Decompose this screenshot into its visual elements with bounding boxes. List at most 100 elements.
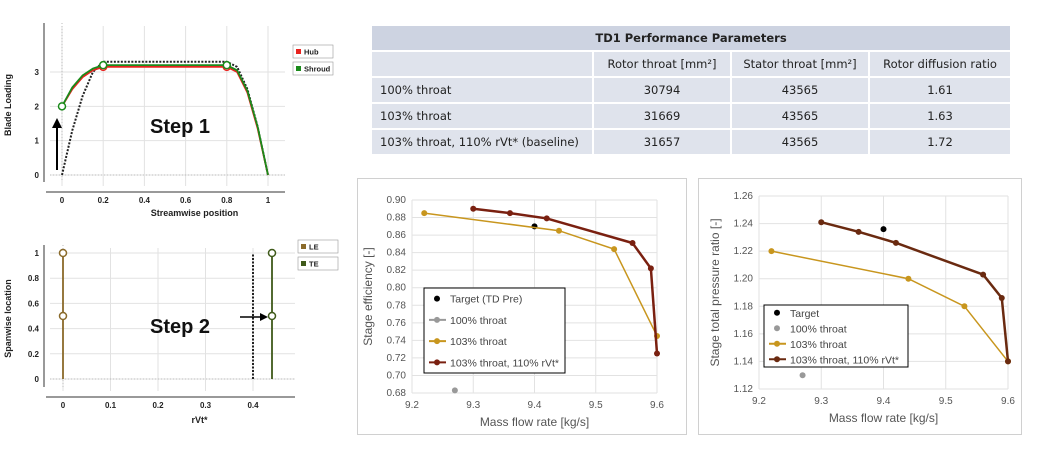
- x-tick-label: 9.3: [814, 396, 828, 407]
- data-point: [905, 275, 912, 282]
- control-point: [58, 311, 68, 321]
- y-tick-label: 0.4: [28, 325, 40, 334]
- cell: 1.72: [867, 128, 1013, 156]
- x-tick-label: 1: [266, 196, 271, 205]
- x-tick-label: 9.6: [650, 400, 664, 411]
- table-row: 100% throat 30794 43565 1.61: [370, 76, 1013, 104]
- y-tick-label: 0.76: [387, 318, 407, 329]
- data-point: [451, 387, 458, 394]
- cell: 43565: [730, 128, 870, 156]
- header-cell: [370, 50, 594, 78]
- header-cell: Rotor diffusion ratio: [867, 50, 1013, 78]
- cell: 31657: [592, 128, 732, 156]
- x-tick-label: 0.2: [98, 196, 110, 205]
- data-point: [980, 271, 987, 278]
- legend-box: [763, 304, 909, 368]
- legend-marker: [434, 295, 440, 302]
- x-tick-label: 9.2: [405, 400, 419, 411]
- legend-label: TE: [309, 260, 319, 269]
- y-tick-label: 2: [35, 102, 40, 111]
- y-axis-label: Stage total pressure ratio [-]: [708, 218, 722, 366]
- control-point: [57, 102, 67, 111]
- cell: 30794: [592, 76, 732, 104]
- y-tick-label: 0.90: [387, 195, 407, 206]
- x-tick-label: 0.6: [180, 196, 192, 205]
- data-point: [611, 246, 618, 253]
- y-axis-label: Spanwise location: [3, 279, 13, 358]
- y-tick-label: 0.2: [28, 350, 40, 359]
- data-point: [556, 227, 562, 234]
- legend-box: [292, 61, 334, 76]
- step-annotation: Step 2: [150, 316, 210, 338]
- legend-box: [423, 287, 566, 374]
- legend-swatch: [296, 49, 301, 54]
- row-label: 100% throat: [370, 76, 594, 104]
- y-tick-label: 1.16: [734, 329, 754, 340]
- x-tick-label: 0.8: [221, 196, 233, 205]
- y-tick-label: 0.6: [28, 299, 40, 308]
- legend-marker: [774, 356, 780, 363]
- legend-label: Hub: [304, 48, 319, 57]
- control-point: [267, 248, 277, 258]
- legend-label: Shroud: [304, 65, 331, 74]
- data-point: [543, 215, 550, 222]
- legend-label: 103% throat, 110% rVt*: [790, 354, 899, 366]
- cell: 1.63: [867, 102, 1013, 130]
- legend-swatch: [301, 244, 306, 249]
- x-tick-label: 0.4: [139, 196, 151, 205]
- x-tick-label: 9.3: [466, 400, 480, 411]
- y-tick-label: 1.18: [734, 301, 754, 312]
- x-tick-label: 9.5: [589, 400, 603, 411]
- pressure-chart-frame: [698, 178, 1022, 435]
- y-tick-label: 1.12: [734, 384, 754, 395]
- x-tick-label: 9.5: [939, 396, 953, 407]
- data-point: [654, 350, 660, 357]
- legend-label: Target: [790, 308, 819, 320]
- legend-marker: [774, 325, 780, 332]
- x-tick-label: 0.4: [247, 401, 259, 410]
- legend-marker: [774, 340, 780, 347]
- table-row: 103% throat 31669 43565 1.63: [370, 102, 1013, 130]
- x-tick-label: 0: [61, 401, 66, 410]
- legend-label: 103% throat, 110% rVt*: [450, 357, 559, 369]
- y-tick-label: 0.68: [387, 388, 407, 399]
- y-tick-label: 0.72: [387, 353, 407, 364]
- x-axis-label: Mass flow rate [kg/s]: [480, 415, 589, 429]
- legend-marker: [434, 359, 440, 366]
- legend-marker: [434, 316, 440, 323]
- up-arrow-head-icon: [52, 118, 62, 128]
- data-point: [470, 205, 477, 212]
- y-tick-label: 0.84: [387, 248, 407, 259]
- y-tick-label: 0.82: [387, 265, 407, 276]
- data-point: [818, 219, 825, 226]
- y-tick-label: 0.78: [387, 300, 407, 311]
- x-tick-label: 9.6: [1001, 396, 1015, 407]
- control-point: [98, 60, 108, 70]
- data-point: [880, 226, 887, 233]
- y-tick-label: 0.86: [387, 230, 407, 241]
- performance-table: TD1 Performance Parameters Rotor throat …: [369, 24, 1013, 156]
- control-point: [222, 60, 232, 70]
- legend-box: [292, 44, 334, 59]
- y-tick-label: 0.70: [387, 370, 407, 381]
- y-axis-label: Blade Loading: [3, 74, 13, 136]
- cell: 43565: [730, 76, 870, 104]
- y-tick-label: 1: [35, 137, 40, 146]
- data-point: [961, 303, 968, 310]
- data-point: [507, 210, 513, 217]
- row-label: 103% throat, 110% rVt* (baseline): [370, 128, 594, 156]
- y-axis-label: Stage efficiency [-]: [361, 247, 375, 346]
- series-line-shroud: [61, 64, 269, 176]
- y-tick-label: 1.26: [734, 191, 754, 202]
- series-line-103-throat-110-rvt-: [473, 207, 659, 354]
- y-tick-label: 3: [35, 68, 40, 77]
- data-point: [892, 239, 899, 246]
- x-axis-label: Streamwise position: [151, 208, 239, 218]
- legend-box: [297, 256, 339, 271]
- cell: 1.61: [867, 76, 1013, 104]
- x-tick-label: 9.2: [752, 396, 766, 407]
- y-tick-label: 1.20: [734, 274, 754, 285]
- y-tick-label: 1.24: [734, 219, 754, 230]
- y-tick-label: 1: [35, 249, 40, 258]
